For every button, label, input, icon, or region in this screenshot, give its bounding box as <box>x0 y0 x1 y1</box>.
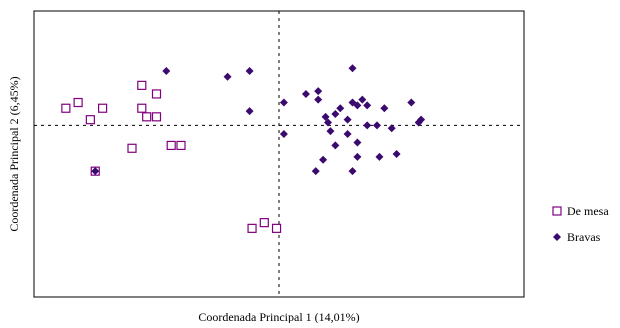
point-de-mesa <box>127 143 137 153</box>
point-bravas <box>348 167 357 176</box>
point-bravas <box>414 118 423 127</box>
point-de-mesa <box>85 115 95 125</box>
point-bravas <box>380 104 389 113</box>
point-bravas <box>279 98 288 107</box>
point-bravas <box>324 118 332 127</box>
point-bravas <box>407 98 416 107</box>
data-points <box>61 64 426 233</box>
point-bravas <box>331 141 340 150</box>
legend-label-de-mesa: De mesa <box>567 204 609 218</box>
point-bravas <box>245 107 254 116</box>
y-axis-label: Coordenada Principal 2 (6,45%) <box>7 76 21 231</box>
point-de-mesa <box>137 80 147 90</box>
point-bravas <box>387 124 396 133</box>
point-de-mesa <box>259 218 269 228</box>
point-bravas <box>363 121 372 130</box>
point-bravas <box>358 95 367 104</box>
point-de-mesa <box>61 103 71 113</box>
point-de-mesa <box>271 223 282 233</box>
point-bravas <box>353 138 362 147</box>
point-de-mesa <box>73 97 83 108</box>
point-bravas <box>343 129 352 138</box>
point-de-mesa <box>137 103 147 113</box>
point-bravas <box>314 87 323 96</box>
point-de-mesa <box>166 140 176 151</box>
point-bravas <box>331 109 340 118</box>
point-bravas <box>321 112 330 121</box>
legend-marker-bravas <box>553 233 561 241</box>
point-bravas <box>279 129 288 138</box>
point-bravas <box>353 101 362 110</box>
point-bravas <box>363 101 372 110</box>
point-bravas <box>245 67 254 76</box>
point-bravas <box>373 121 381 130</box>
legend-label-bravas: Bravas <box>567 230 601 244</box>
point-bravas <box>311 167 320 176</box>
point-bravas <box>91 167 100 176</box>
point-bravas <box>348 64 357 73</box>
point-bravas <box>343 115 352 124</box>
point-bravas <box>319 155 328 164</box>
point-de-mesa <box>176 140 186 151</box>
point-bravas <box>336 104 345 113</box>
point-de-mesa <box>247 223 257 233</box>
point-de-mesa <box>142 112 152 122</box>
point-bravas <box>375 152 384 161</box>
point-bravas <box>223 72 232 81</box>
point-de-mesa <box>97 103 108 113</box>
legend: De mesa Bravas <box>552 204 609 244</box>
point-de-mesa <box>151 89 162 99</box>
point-bravas <box>301 89 310 98</box>
point-bravas <box>353 152 362 161</box>
point-bravas <box>162 67 171 76</box>
point-de-mesa <box>151 112 162 122</box>
point-bravas <box>314 95 323 104</box>
point-bravas <box>326 127 335 136</box>
point-bravas <box>392 150 401 158</box>
x-axis-label: Coordenada Principal 1 (14,01%) <box>198 310 359 323</box>
legend-marker-de-mesa <box>552 206 562 216</box>
